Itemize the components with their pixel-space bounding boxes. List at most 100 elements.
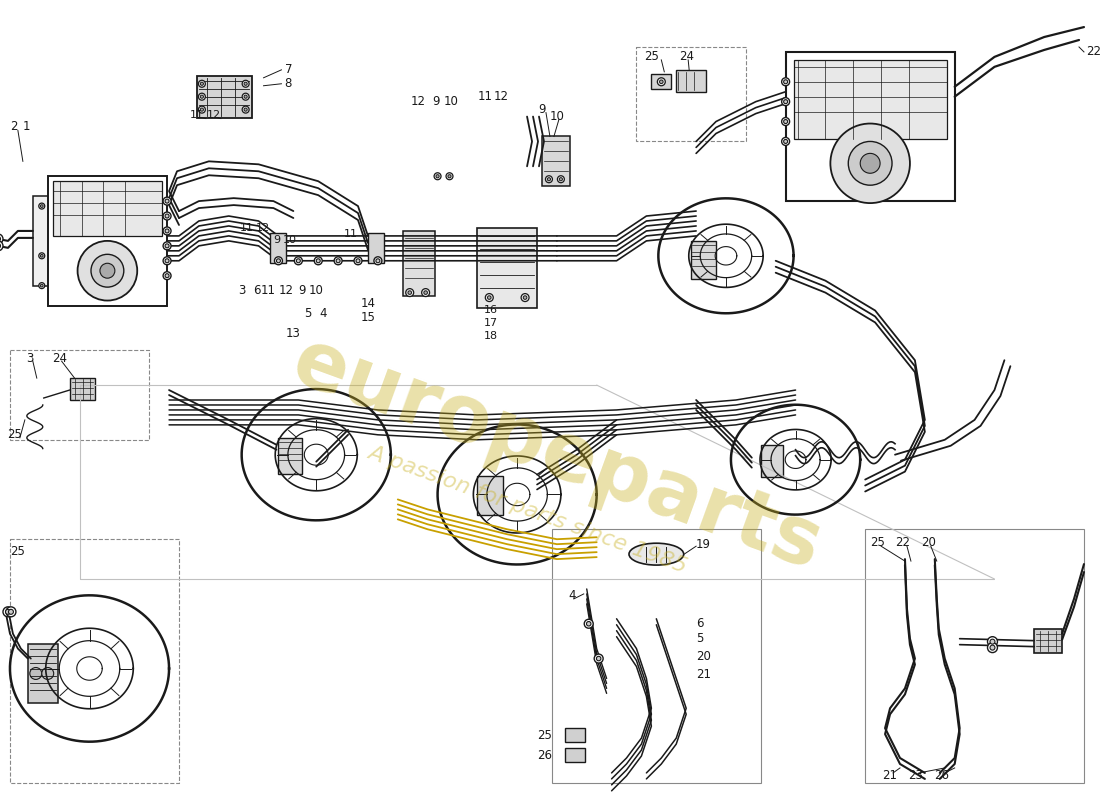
Bar bbox=[866, 530, 1084, 783]
Text: 23: 23 bbox=[909, 770, 923, 782]
Circle shape bbox=[165, 258, 169, 262]
Text: 4: 4 bbox=[319, 307, 327, 320]
Circle shape bbox=[421, 289, 430, 297]
Text: 11: 11 bbox=[261, 284, 276, 297]
Bar bbox=[651, 74, 671, 89]
Circle shape bbox=[830, 123, 910, 203]
Circle shape bbox=[406, 289, 414, 297]
Circle shape bbox=[521, 294, 529, 302]
Circle shape bbox=[558, 176, 564, 182]
Circle shape bbox=[374, 257, 382, 265]
Bar bbox=[10, 350, 150, 440]
Circle shape bbox=[559, 178, 562, 181]
Text: 4: 4 bbox=[568, 590, 575, 602]
Circle shape bbox=[165, 214, 169, 218]
Bar bbox=[403, 231, 434, 295]
Bar bbox=[10, 539, 179, 783]
Bar bbox=[637, 47, 746, 142]
Circle shape bbox=[163, 242, 170, 250]
Circle shape bbox=[448, 174, 451, 178]
Circle shape bbox=[782, 138, 790, 146]
Circle shape bbox=[436, 174, 439, 178]
Text: 22: 22 bbox=[1086, 46, 1100, 58]
Circle shape bbox=[9, 610, 13, 614]
Bar bbox=[33, 196, 51, 286]
Circle shape bbox=[782, 98, 790, 106]
Circle shape bbox=[3, 607, 13, 617]
Text: 26: 26 bbox=[537, 749, 552, 762]
Text: 11: 11 bbox=[190, 110, 204, 119]
Bar bbox=[197, 76, 252, 118]
Circle shape bbox=[315, 257, 322, 265]
Circle shape bbox=[783, 119, 788, 123]
Circle shape bbox=[165, 244, 169, 248]
Bar bbox=[793, 60, 947, 139]
Circle shape bbox=[39, 282, 45, 289]
Bar bbox=[47, 176, 167, 306]
Text: 24: 24 bbox=[52, 352, 67, 365]
Text: 10: 10 bbox=[283, 235, 296, 245]
Text: 5: 5 bbox=[696, 632, 704, 645]
Text: 13: 13 bbox=[286, 327, 300, 340]
Text: 14: 14 bbox=[361, 297, 375, 310]
Text: 9: 9 bbox=[273, 235, 280, 245]
Circle shape bbox=[485, 294, 493, 302]
Text: 12: 12 bbox=[207, 110, 221, 119]
Circle shape bbox=[860, 154, 880, 174]
Circle shape bbox=[276, 258, 280, 262]
Circle shape bbox=[6, 607, 15, 617]
Circle shape bbox=[446, 173, 453, 180]
Text: 25: 25 bbox=[11, 545, 25, 558]
Text: 11: 11 bbox=[344, 229, 358, 239]
Circle shape bbox=[91, 254, 124, 287]
Text: 12: 12 bbox=[255, 223, 270, 233]
Text: 9: 9 bbox=[432, 95, 439, 108]
Circle shape bbox=[376, 258, 380, 262]
Text: 26: 26 bbox=[934, 770, 949, 782]
Circle shape bbox=[163, 272, 170, 280]
Bar bbox=[542, 137, 570, 186]
Text: 9: 9 bbox=[298, 284, 306, 297]
Text: 18: 18 bbox=[484, 331, 498, 342]
Bar bbox=[69, 378, 96, 400]
Circle shape bbox=[424, 291, 428, 294]
Circle shape bbox=[586, 622, 591, 626]
Circle shape bbox=[242, 80, 249, 87]
Text: 11: 11 bbox=[477, 90, 493, 103]
Text: 5: 5 bbox=[305, 307, 312, 320]
Text: 7: 7 bbox=[285, 63, 293, 76]
Bar bbox=[785, 52, 955, 201]
Text: 25: 25 bbox=[644, 50, 659, 63]
Text: 3: 3 bbox=[238, 284, 245, 297]
Circle shape bbox=[244, 108, 248, 111]
Circle shape bbox=[988, 642, 998, 653]
Text: 24: 24 bbox=[679, 50, 694, 63]
Circle shape bbox=[548, 178, 550, 181]
Bar bbox=[368, 233, 384, 262]
Bar bbox=[1034, 629, 1063, 653]
Text: 22: 22 bbox=[895, 536, 911, 549]
Circle shape bbox=[546, 176, 552, 182]
Circle shape bbox=[242, 106, 249, 113]
Text: 25: 25 bbox=[537, 729, 552, 742]
Bar bbox=[28, 644, 57, 703]
Circle shape bbox=[242, 94, 249, 100]
Circle shape bbox=[660, 80, 663, 83]
Circle shape bbox=[990, 639, 996, 644]
Text: 6: 6 bbox=[696, 618, 704, 630]
Circle shape bbox=[783, 100, 788, 104]
Text: 19: 19 bbox=[696, 538, 711, 550]
Circle shape bbox=[658, 78, 666, 86]
Circle shape bbox=[78, 241, 138, 301]
Circle shape bbox=[41, 254, 43, 257]
Circle shape bbox=[584, 619, 593, 628]
Circle shape bbox=[988, 637, 998, 646]
Circle shape bbox=[596, 656, 601, 661]
Circle shape bbox=[163, 257, 170, 265]
Text: 16: 16 bbox=[484, 306, 498, 315]
Text: 12: 12 bbox=[410, 95, 426, 108]
Circle shape bbox=[0, 241, 3, 251]
Circle shape bbox=[165, 199, 169, 203]
Bar bbox=[761, 445, 782, 477]
Ellipse shape bbox=[629, 543, 684, 565]
